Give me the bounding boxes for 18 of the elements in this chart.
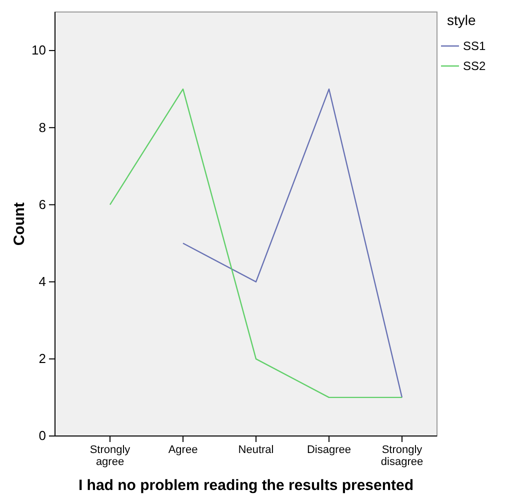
y-tick-label: 10 [32, 42, 46, 58]
x-tick-label: Strongly disagree [380, 444, 424, 468]
line-series [109, 88, 403, 398]
y-tick-label: 0 [38, 428, 46, 444]
x-tick-label: Strongly agree [90, 444, 131, 468]
x-tick-label: Neutral [238, 444, 274, 456]
line-series [182, 88, 403, 398]
y-tick-label: 2 [38, 351, 46, 366]
legend-label: SS1 [463, 39, 486, 53]
legend-title: style [447, 12, 476, 28]
x-tick-label: Disagree [306, 444, 352, 456]
y-tick-label: 4 [38, 274, 46, 289]
x-axis-title: I had no problem reading the results presented [78, 477, 414, 494]
legend-label: SS2 [463, 59, 486, 73]
x-tick-label: Agree [168, 444, 198, 456]
y-tick-label: 6 [38, 196, 46, 212]
y-tick-label: 8 [38, 120, 46, 135]
y-axis-title: Count [11, 202, 28, 246]
